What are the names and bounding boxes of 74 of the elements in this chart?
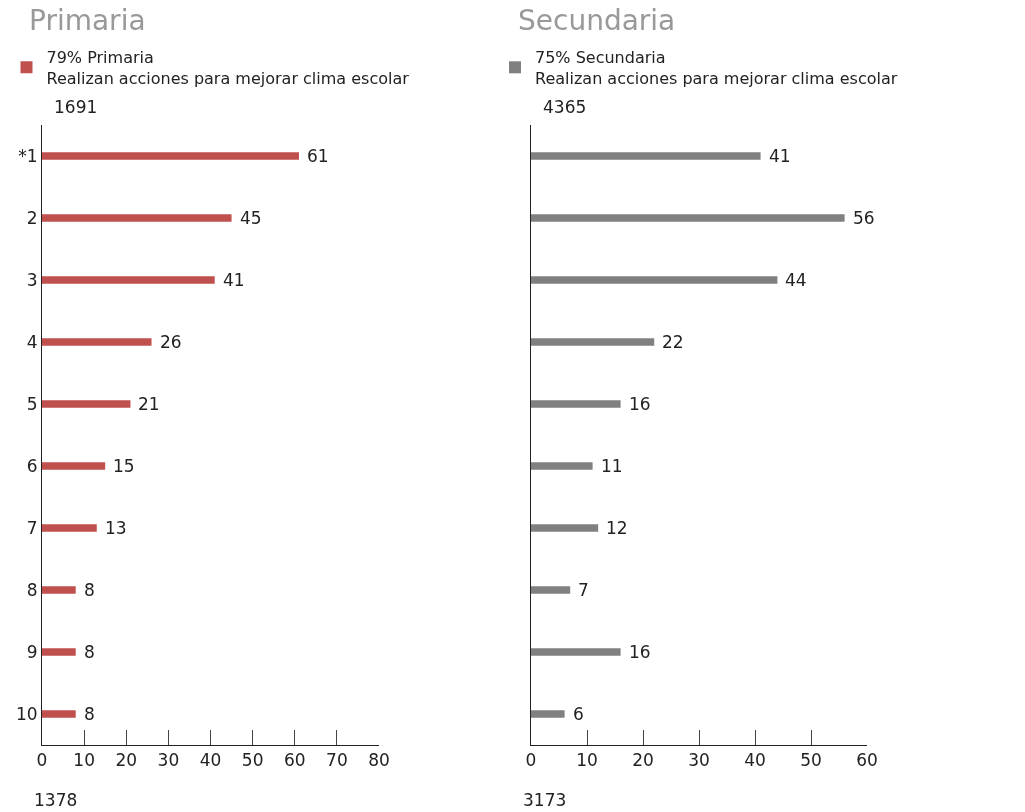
x-tick-label: 20 [632,750,654,771]
data-label: 8 [84,642,95,662]
legend-label: 75% Secundaria Realizan acciones para mejorar clima escolar [535,48,898,88]
bar [531,338,655,346]
bar [42,586,76,594]
data-label: 41 [769,146,791,166]
x-tick-label: 10 [73,750,95,771]
bar [531,648,621,656]
x-tick-label: 80 [368,750,390,771]
data-label: 26 [160,332,182,352]
data-label: 56 [853,208,875,228]
data-label: 8 [84,704,95,724]
data-label: 44 [785,270,807,290]
bar [531,524,599,532]
data-label: 21 [138,394,160,414]
bar [531,586,571,594]
data-label: 7 [578,580,589,600]
bar [42,710,76,718]
bar [42,152,299,160]
bar [42,214,232,222]
data-label: 61 [307,146,329,166]
legend-label: 79% Primaria Realizan acciones para mejorar clima escolar [46,48,410,88]
bar [42,462,106,470]
y-tick-label: 6 [26,455,38,476]
x-tick-label: 40 [199,750,222,771]
y-tick-label: 5 [26,393,38,414]
y-tick-label: 3 [26,269,38,290]
x-tick-label: 30 [157,750,180,771]
data-label: 16 [629,394,651,414]
x-tick-label: 50 [241,750,264,771]
data-label: 13 [105,518,127,538]
y-tick-label: 10 [15,703,38,724]
x-tick-label: 20 [115,750,138,771]
data-label: 15 [113,456,135,476]
text: 1378 [34,790,78,810]
bar [531,400,621,408]
bar [531,276,778,284]
bar [531,710,565,718]
bar [531,462,593,470]
data-label: 11 [601,456,623,476]
x-tick-label: 40 [744,750,766,771]
y-tick-label: 2 [26,207,38,228]
text: 4365 [543,97,587,117]
bar [531,152,761,160]
y-tick-label: 4 [26,331,38,352]
x-tick-label: 60 [856,750,878,771]
text: 3173 [523,790,567,810]
x-tick-label: 0 [525,750,537,771]
bar [42,400,131,408]
chart-title: Secundaria [518,4,676,37]
y-tick-label: 9 [26,641,38,662]
data-label: 6 [573,704,584,724]
x-tick-label: 70 [326,750,348,771]
data-label: 45 [240,208,262,228]
data-label: 16 [629,642,651,662]
bar [42,524,97,532]
y-tick-label: 7 [26,517,38,538]
bar [42,648,76,656]
bar [42,276,215,284]
y-tick-label: 8 [26,579,38,600]
x-tick-label: 10 [576,750,598,771]
data-label: 8 [84,580,95,600]
data-label: 12 [606,518,628,538]
x-tick-label: 60 [283,750,306,771]
data-label: 41 [223,270,245,290]
y-tick-label: *1 [18,145,38,166]
x-tick-label: 0 [36,750,48,771]
bar [531,214,845,222]
x-tick-label: 50 [800,750,822,771]
data-label: 22 [662,332,684,352]
text: 1691 [54,97,98,117]
chart-title: Primaria [29,4,146,37]
bar [42,338,152,346]
x-tick-label: 30 [688,750,710,771]
